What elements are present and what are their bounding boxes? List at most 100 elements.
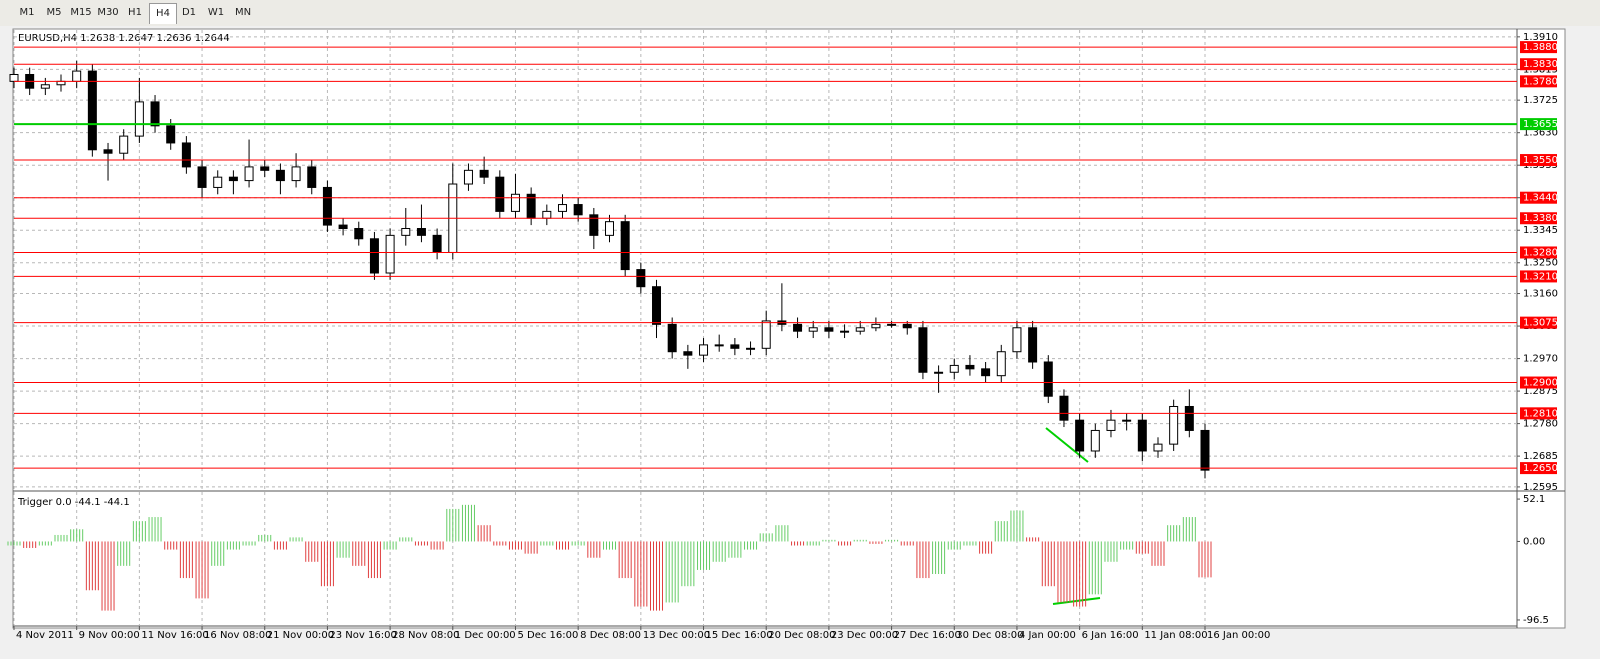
x-tick-label: 11 Jan 08:00 [1144, 630, 1207, 641]
level-label-box [1520, 212, 1557, 225]
timeframe-button[interactable]: M15 [70, 7, 92, 18]
level-label: 1.3780 [1523, 76, 1558, 87]
candle-body [965, 364, 975, 370]
level-label: 1.2650 [1523, 463, 1558, 474]
level-label-box [1520, 246, 1557, 259]
candle-body [416, 228, 426, 236]
timeframe-button[interactable]: H4 [149, 3, 177, 24]
y-tick-label: 1.3725 [1523, 95, 1558, 106]
level-label-box [1520, 376, 1557, 389]
y-tick-label: 1.3250 [1523, 258, 1558, 269]
candle-body [244, 166, 254, 182]
chart-frame [12, 28, 1566, 629]
candle-body [1090, 429, 1100, 452]
level-label: 1.2810 [1523, 408, 1558, 419]
level-label: 1.3280 [1523, 247, 1558, 258]
candle-body [824, 327, 834, 332]
x-tick-label: 5 Dec 16:00 [517, 630, 578, 641]
level-label-box [1520, 462, 1557, 475]
y-tick-label: 52.1 [1523, 494, 1545, 505]
candle-body [119, 135, 129, 154]
candle-body [197, 166, 207, 188]
timeframe-button[interactable]: MN [234, 7, 252, 18]
candle-body [746, 347, 756, 350]
candle-body [385, 234, 395, 274]
level-label-box [1520, 191, 1557, 204]
indicator-header: Trigger 0.0 -44.1 -44.1 [17, 497, 130, 508]
candle-body [322, 186, 332, 226]
timeframe-button[interactable]: M1 [19, 7, 35, 18]
timeframe-button[interactable]: W1 [207, 7, 225, 18]
candle-body [87, 70, 97, 151]
candle-body [1106, 419, 1116, 431]
candle-body [369, 238, 379, 274]
y-tick-label: 0.00 [1523, 536, 1545, 547]
y-tick-label: 1.2595 [1523, 482, 1558, 493]
candle-body [1012, 327, 1022, 353]
candle-body [887, 323, 897, 326]
candle-body [996, 351, 1006, 377]
candle-body [1153, 443, 1163, 452]
candle-body [72, 70, 82, 82]
x-tick-label: 4 Jan 00:00 [1019, 630, 1076, 641]
y-tick-label: 1.2970 [1523, 354, 1558, 365]
candle-body [479, 169, 489, 178]
candle-body [840, 330, 850, 333]
level-label-box [1520, 41, 1557, 54]
x-tick-label: 16 Nov 08:00 [204, 630, 271, 641]
candle-body [463, 169, 473, 185]
candle-body [307, 166, 317, 188]
timeframe-button[interactable]: H1 [128, 7, 142, 18]
level-label-box [1520, 75, 1557, 88]
candle-body [150, 101, 160, 127]
x-tick-label: 23 Dec 00:00 [831, 630, 898, 641]
candle-body [605, 221, 614, 236]
timeframe-button[interactable]: M5 [46, 7, 62, 18]
y-tick-label: 1.3910 [1523, 32, 1558, 43]
candle-body [401, 228, 411, 236]
candle-body [871, 323, 881, 329]
candle-body [667, 323, 677, 353]
candle-body [1075, 419, 1085, 452]
y-tick-label: 1.3630 [1523, 128, 1558, 139]
candle-body [510, 193, 520, 212]
level-label: 1.3550 [1523, 155, 1558, 166]
y-tick-label: 1.2875 [1523, 386, 1558, 397]
level-label-box [1520, 407, 1557, 420]
candle-body [918, 327, 928, 373]
candle-body [573, 204, 583, 216]
candle-body [1122, 419, 1132, 422]
timeframe-button[interactable]: D1 [181, 7, 197, 18]
level-label-box [1520, 58, 1557, 71]
timeframe-button[interactable]: M30 [97, 7, 119, 18]
candle-body [338, 224, 348, 230]
candle-body [793, 323, 803, 332]
level-label: 1.2900 [1523, 378, 1558, 389]
candle-body [181, 142, 191, 168]
candle-body [56, 80, 66, 86]
y-tick-label: 1.2780 [1523, 419, 1558, 430]
y-tick-label: 1.3160 [1523, 289, 1558, 300]
x-tick-label: 11 Nov 16:00 [141, 630, 208, 641]
candle-body [432, 234, 442, 253]
y-tick-label: -96.5 [1523, 615, 1549, 626]
x-tick-label: 23 Nov 16:00 [329, 630, 396, 641]
x-tick-label: 30 Dec 08:00 [956, 630, 1023, 641]
chart-window: EURUSD,H4 1.2638 1.2647 1.2636 1.2644 Tr… [0, 26, 1600, 659]
candle-body [1200, 429, 1210, 471]
x-tick-label: 21 Nov 00:00 [267, 630, 334, 641]
candle-body [9, 73, 19, 82]
candle-body [275, 169, 285, 182]
candle-body [949, 364, 959, 373]
x-tick-label: 16 Jan 00:00 [1207, 630, 1270, 641]
symbol-header: EURUSD,H4 1.2638 1.2647 1.2636 1.2644 [18, 33, 230, 44]
candle-body [636, 269, 646, 288]
x-tick-label: 6 Jan 16:00 [1082, 630, 1139, 641]
candle-body [1028, 327, 1038, 363]
candle-body [855, 327, 865, 332]
candle-body [714, 344, 724, 347]
x-tick-label: 8 Dec 08:00 [580, 630, 641, 641]
candle-body [103, 149, 113, 154]
candle-body [934, 371, 944, 374]
candle-body [683, 351, 693, 356]
